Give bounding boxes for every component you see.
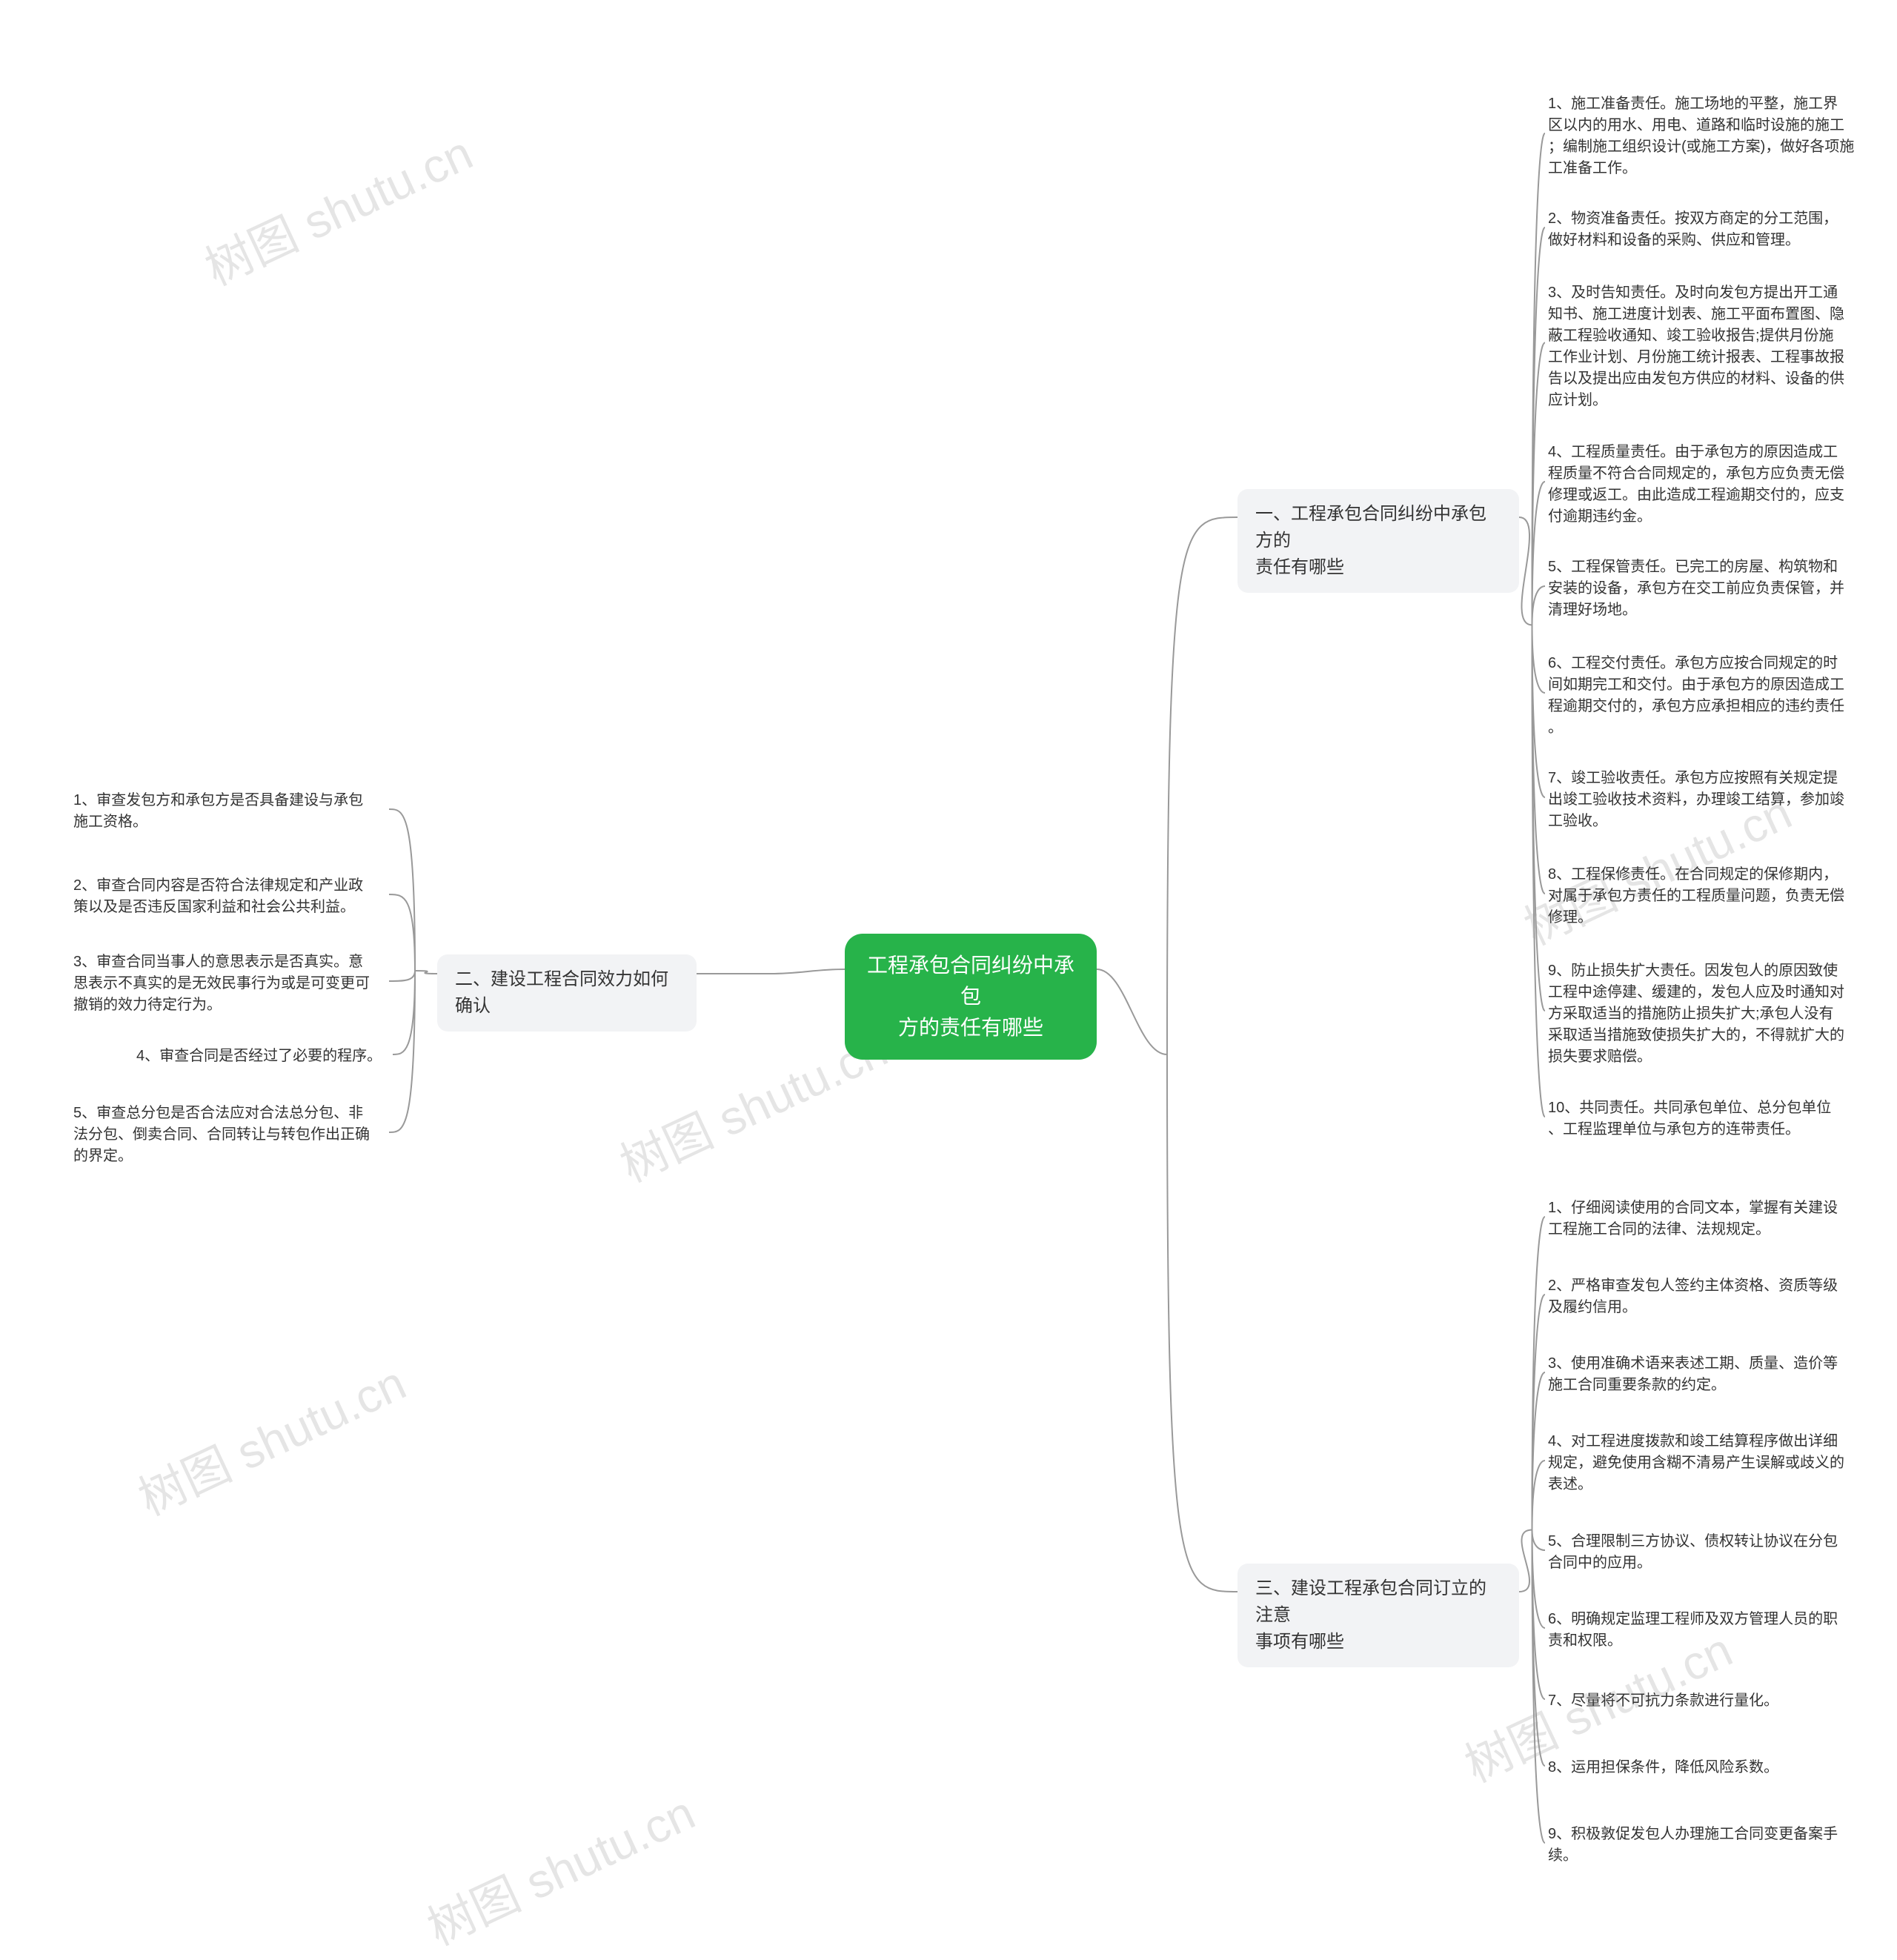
leaf-node: 6、工程交付责任。承包方应按合同规定的时 间如期完工和交付。由于承包方的原因造成… [1545,648,1864,743]
edge [1532,1461,1546,1530]
edge [1532,625,1546,894]
edge [1532,625,1546,798]
edge [1532,133,1546,625]
leaf-node: 7、竣工验收责任。承包方应按照有关规定提 出竣工验收技术资料，办理竣工结算，参加… [1545,763,1864,837]
edge [1532,1530,1546,1551]
leaf-node: 4、审查合同是否经过了必要的程序。 [133,1041,393,1072]
leaf-node: 7、尽量将不可抗力条款进行量化。 [1545,1686,1864,1716]
edge [389,971,415,1132]
edge [1532,625,1546,1011]
watermark: 树图 shutu.cn [193,116,482,299]
edge [1519,1530,1532,1592]
leaf-node: 9、积极敦促发包人办理施工合同变更备案手 续。 [1545,1819,1864,1871]
edge [1167,1054,1237,1592]
branch-node: 二、建设工程合同效力如何确认 [437,954,697,1032]
edge [1532,227,1546,625]
leaf-node: 4、工程质量责任。由于承包方的原因造成工 程质量不符合合同规定的，承包方应负责无… [1545,437,1864,532]
leaf-node: 5、合理限制三方协议、债权转让协议在分包 合同中的应用。 [1545,1527,1864,1578]
leaf-node: 2、严格审查发包人签约主体资格、资质等级 及履约信用。 [1545,1271,1864,1323]
edge [1532,343,1546,625]
edge [389,809,415,971]
branch-node: 三、建设工程承包合同订立的注意 事项有哪些 [1237,1564,1519,1667]
edge [389,971,415,981]
leaf-node: 1、仔细阅读使用的合同文本，掌握有关建设 工程施工合同的法律、法规规定。 [1545,1193,1864,1245]
leaf-node: 6、明确规定监理工程师及双方管理人员的职 责和权限。 [1545,1604,1864,1656]
leaf-node: 1、施工准备责任。施工场地的平整，施工界 区以内的用水、用电、道路和临时设施的施… [1545,89,1864,184]
leaf-node: 9、防止损失扩大责任。因发包人的原因致使 工程中途停建、缓建的，发包人应及时通知… [1545,956,1864,1072]
edge [1532,482,1546,625]
leaf-node: 3、使用准确术语来表述工期、质量、造价等 施工合同重要条款的约定。 [1545,1349,1864,1401]
edge [1532,1217,1546,1530]
edge [771,969,845,974]
leaf-node: 2、审查合同内容是否符合法律规定和产业政 策以及是否违反国家利益和社会公共利益。 [70,871,389,923]
edge [1532,1530,1546,1844]
watermark: 树图 shutu.cn [126,1346,415,1529]
edge [1532,625,1546,1117]
leaf-node: 1、审查发包方和承包方是否具备建设与承包 施工资格。 [70,785,389,837]
edge [1532,586,1546,625]
leaf-node: 8、运用担保条件，降低风险系数。 [1545,1753,1864,1783]
watermark: 树图 shutu.cn [415,1775,704,1959]
edge [1532,1295,1546,1530]
edge [1519,517,1532,625]
edge [1532,625,1546,694]
edge [1532,1530,1546,1700]
leaf-node: 10、共同责任。共同承包单位、总分包单位 、工程监理单位与承包方的连带责任。 [1545,1093,1864,1145]
leaf-node: 8、工程保修责任。在合同规定的保修期内， 对属于承包方责任的工程质量问题，负责无… [1545,860,1864,933]
edge [389,894,415,971]
edge [1532,1372,1546,1530]
branch-node: 一、工程承包合同纠纷中承包方的 责任有哪些 [1237,489,1519,593]
edge [1097,969,1167,1054]
leaf-node: 4、对工程进度拨款和竣工结算程序做出详细 规定，避免使用含糊不清易产生误解或歧义… [1545,1426,1864,1500]
edge [1532,1530,1546,1767]
leaf-node: 3、及时告知责任。及时向发包方提出开工通 知书、施工进度计划表、施工平面布置图、… [1545,278,1864,416]
leaf-node: 5、审查总分包是否合法应对合法总分包、非 法分包、倒卖合同、合同转让与转包作出正… [70,1098,389,1172]
edge [393,971,415,1054]
edge [1532,1530,1546,1629]
leaf-node: 5、工程保管责任。已完工的房屋、构筑物和 安装的设备，承包方在交工前应负责保管，… [1545,552,1864,625]
leaf-node: 3、审查合同当事人的意思表示是否真实。意 思表示不真实的是无效民事行为或是可变更… [70,947,389,1020]
edge [1167,517,1237,1054]
edge [415,971,437,974]
leaf-node: 2、物资准备责任。按双方商定的分工范围， 做好材料和设备的采购、供应和管理。 [1545,204,1864,256]
center-node: 工程承包合同纠纷中承包 方的责任有哪些 [845,934,1097,1060]
